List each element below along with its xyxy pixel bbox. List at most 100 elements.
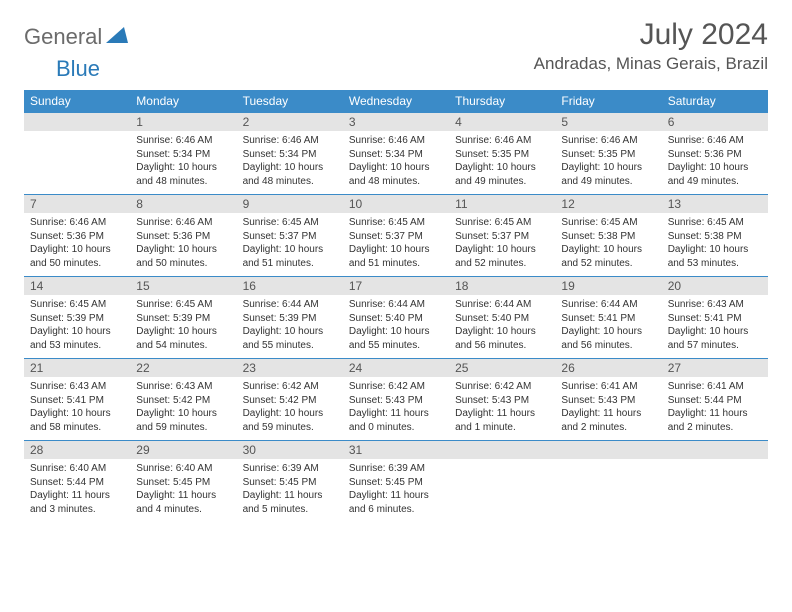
day-header: Sunday [24,90,130,113]
day-number-cell: 14 [24,277,130,296]
daylight-line: Daylight: 10 hours and 51 minutes. [243,244,324,269]
day-content-cell [555,459,661,522]
sunset-line: Sunset: 5:37 PM [243,231,317,242]
sunrise-line: Sunrise: 6:42 AM [349,381,425,392]
day-number-cell: 9 [237,195,343,214]
sunset-line: Sunset: 5:39 PM [243,313,317,324]
day-content-cell: Sunrise: 6:44 AMSunset: 5:40 PMDaylight:… [449,295,555,359]
day-header-row: SundayMondayTuesdayWednesdayThursdayFrid… [24,90,768,113]
sunrise-line: Sunrise: 6:44 AM [349,299,425,310]
sunset-line: Sunset: 5:41 PM [561,313,635,324]
sunrise-line: Sunrise: 6:44 AM [455,299,531,310]
sunset-line: Sunset: 5:40 PM [349,313,423,324]
day-content-cell: Sunrise: 6:43 AMSunset: 5:41 PMDaylight:… [24,377,130,441]
content-row: Sunrise: 6:43 AMSunset: 5:41 PMDaylight:… [24,377,768,441]
day-number-cell: 25 [449,359,555,378]
daylight-line: Daylight: 10 hours and 48 minutes. [243,162,324,187]
day-content-cell: Sunrise: 6:46 AMSunset: 5:36 PMDaylight:… [24,213,130,277]
sunrise-line: Sunrise: 6:45 AM [30,299,106,310]
daylight-line: Daylight: 10 hours and 56 minutes. [455,326,536,351]
daylight-line: Daylight: 10 hours and 53 minutes. [30,326,111,351]
day-content-cell: Sunrise: 6:45 AMSunset: 5:38 PMDaylight:… [555,213,661,277]
sunset-line: Sunset: 5:43 PM [349,395,423,406]
day-number-cell: 22 [130,359,236,378]
day-number-cell [24,113,130,132]
day-content-cell: Sunrise: 6:42 AM Sunset: 5:43 PM Daylight:… [343,377,449,441]
day-number-cell: 15 [130,277,236,296]
daylight-line: Daylight: 11 hours and 6 minutes. [349,490,429,515]
day-content-cell [449,459,555,522]
daynum-row: 123456 [24,113,768,132]
day-content-cell: Sunrise: 6:45 AMSunset: 5:37 PMDaylight:… [449,213,555,277]
daylight-line: Daylight: 11 hours and 0 minutes. [349,408,429,433]
day-number-cell: 17 [343,277,449,296]
day-number-cell: 20 [662,277,768,296]
sunrise-line: Sunrise: 6:43 AM [136,381,212,392]
day-header: Tuesday [237,90,343,113]
daylight-line: Daylight: 10 hours and 59 minutes. [136,408,217,433]
day-content-cell: Sunrise: 6:45 AMSunset: 5:39 PMDaylight:… [24,295,130,359]
day-content-cell: Sunrise: 6:46 AMSunset: 5:35 PMDaylight:… [449,131,555,195]
day-content-cell: Sunrise: 6:46 AMSunset: 5:36 PMDaylight:… [662,131,768,195]
daylight-line: Daylight: 11 hours and 1 minute. [455,408,535,433]
daylight-line: Daylight: 10 hours and 50 minutes. [30,244,111,269]
sunrise-line: Sunrise: 6:46 AM [561,135,637,146]
day-content-cell: Sunrise: 6:44 AMSunset: 5:39 PMDaylight:… [237,295,343,359]
sunrise-line: Sunrise: 6:40 AM [30,463,106,474]
calendar-table: SundayMondayTuesdayWednesdayThursdayFrid… [24,90,768,522]
month-title: July 2024 [534,18,768,52]
day-number-cell: 7 [24,195,130,214]
sunset-line: Sunset: 5:44 PM [30,477,104,488]
daylight-line: Daylight: 10 hours and 48 minutes. [349,162,430,187]
sunset-line: Sunset: 5:38 PM [668,231,742,242]
sunrise-line: Sunrise: 6:46 AM [455,135,531,146]
daynum-row: 28293031 [24,441,768,460]
daynum-row: 78910111213 [24,195,768,214]
day-content-cell: Sunrise: 6:46 AMSunset: 5:34 PMDaylight:… [343,131,449,195]
day-content-cell: Sunrise: 6:46 AMSunset: 5:36 PMDaylight:… [130,213,236,277]
daylight-line: Daylight: 10 hours and 49 minutes. [668,162,749,187]
day-content-cell: Sunrise: 6:40 AMSunset: 5:45 PMDaylight:… [130,459,236,522]
day-content-cell: Sunrise: 6:46 AMSunset: 5:35 PMDaylight:… [555,131,661,195]
day-number-cell: 27 [662,359,768,378]
daylight-line: Daylight: 11 hours and 3 minutes. [30,490,110,515]
sunset-line: Sunset: 5:37 PM [349,231,423,242]
logo-text-blue: Blue [56,56,100,81]
day-content-cell: Sunrise: 6:42 AMSunset: 5:43 PMDaylight:… [449,377,555,441]
day-number-cell: 4 [449,113,555,132]
day-number-cell: 12 [555,195,661,214]
day-number-cell: 24 [343,359,449,378]
day-content-cell: Sunrise: 6:39 AMSunset: 5:45 PMDaylight:… [237,459,343,522]
sunrise-line: Sunrise: 6:42 AM [455,381,531,392]
sunrise-line: Sunrise: 6:39 AM [349,463,425,474]
day-content-cell: Sunrise: 6:44 AMSunset: 5:40 PMDaylight:… [343,295,449,359]
sunset-line: Sunset: 5:34 PM [243,149,317,160]
day-number-cell: 2 [237,113,343,132]
sunset-line: Sunset: 5:42 PM [243,395,317,406]
day-number-cell: 8 [130,195,236,214]
sunrise-line: Sunrise: 6:46 AM [136,135,212,146]
day-content-cell: Sunrise: 6:46 AMSunset: 5:34 PMDaylight:… [130,131,236,195]
day-number-cell: 19 [555,277,661,296]
daylight-line: Daylight: 10 hours and 52 minutes. [455,244,536,269]
sunrise-line: Sunrise: 6:44 AM [243,299,319,310]
day-content-cell [24,131,130,195]
sunset-line: Sunset: 5:45 PM [349,477,423,488]
sunrise-line: Sunrise: 6:46 AM [668,135,744,146]
sunset-line: Sunset: 5:45 PM [136,477,210,488]
daylight-line: Daylight: 10 hours and 50 minutes. [136,244,217,269]
day-header: Wednesday [343,90,449,113]
sunrise-line: Sunrise: 6:44 AM [561,299,637,310]
sunset-line: Sunset: 5:35 PM [455,149,529,160]
sunrise-line: Sunrise: 6:46 AM [349,135,425,146]
sunrise-line: Sunrise: 6:45 AM [243,217,319,228]
day-number-cell: 13 [662,195,768,214]
daylight-line: Daylight: 10 hours and 51 minutes. [349,244,430,269]
sunrise-line: Sunrise: 6:41 AM [561,381,637,392]
day-content-cell [662,459,768,522]
sunset-line: Sunset: 5:36 PM [136,231,210,242]
day-number-cell [555,441,661,460]
sunset-line: Sunset: 5:42 PM [136,395,210,406]
daylight-line: Daylight: 11 hours and 2 minutes. [561,408,641,433]
day-content-cell: Sunrise: 6:43 AM Sunset: 5:42 PM Daylight:… [130,377,236,441]
